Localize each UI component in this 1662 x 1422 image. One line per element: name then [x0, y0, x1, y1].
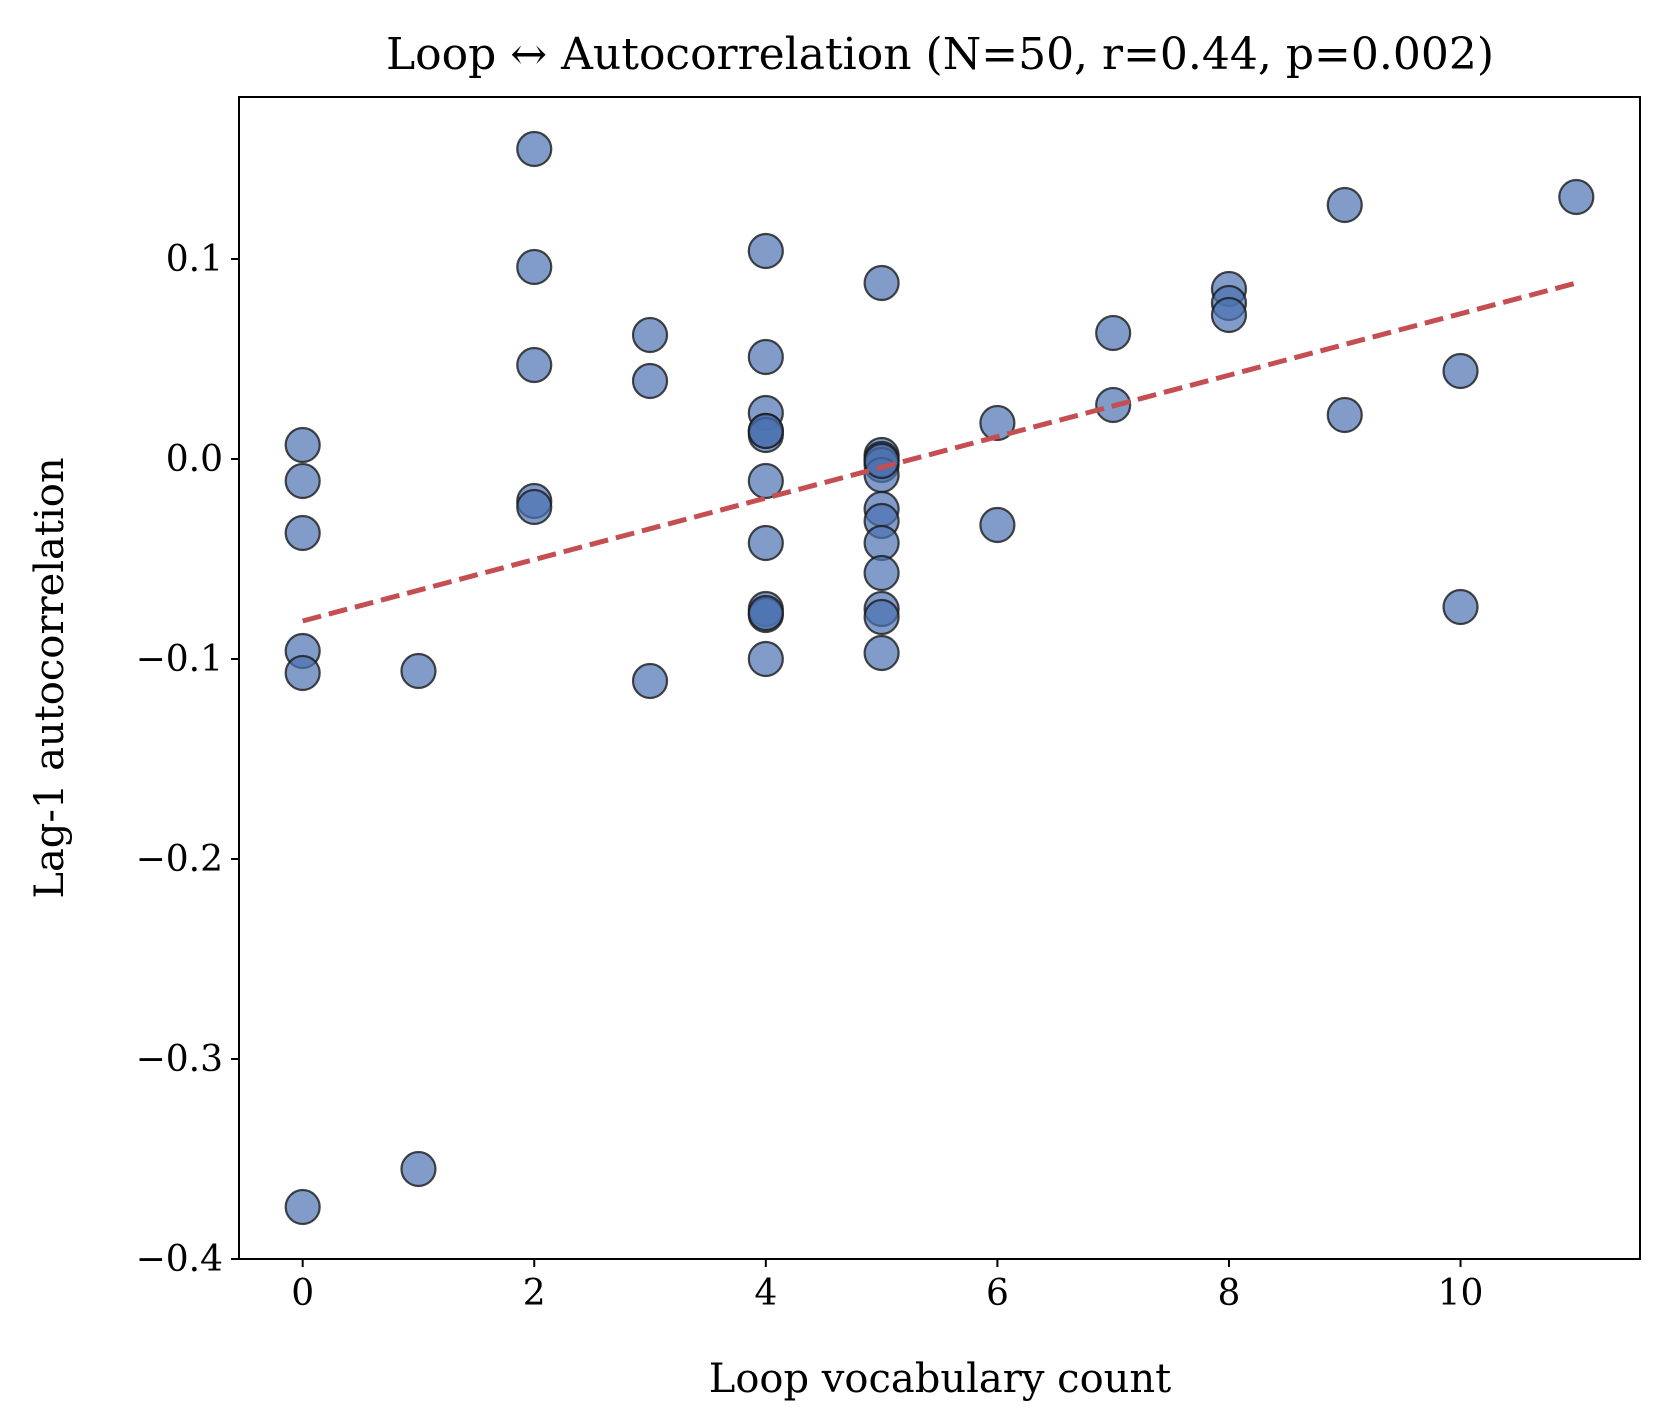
y-tick-label: 0.1: [166, 239, 223, 280]
data-point: [284, 654, 321, 692]
data-point: [284, 426, 321, 464]
data-point: [1442, 352, 1479, 390]
data-point: [1326, 186, 1363, 224]
x-tick-label: 4: [754, 1273, 777, 1314]
data-point: [747, 594, 784, 632]
y-tick-label: −0.3: [136, 1039, 223, 1080]
fit-line-layer: [302, 280, 1577, 624]
data-point: [516, 130, 553, 168]
data-point: [284, 514, 321, 552]
y-tick-label: −0.1: [136, 639, 223, 680]
data-point: [747, 462, 784, 500]
data-point: [1442, 588, 1479, 626]
data-point: [631, 316, 669, 354]
data-point: [631, 662, 669, 700]
data-point: [979, 404, 1016, 442]
x-tick-label: 0: [291, 1273, 314, 1314]
data-point: [1558, 178, 1595, 216]
data-point: [400, 652, 437, 690]
plot-area-frame: [238, 96, 1641, 1260]
y-axis-label: Lag-1 autocorrelation: [27, 457, 73, 898]
x-tick-label: 8: [1218, 1273, 1241, 1314]
data-point: [516, 488, 553, 526]
x-tick-label: 10: [1438, 1273, 1484, 1314]
data-point: [400, 1150, 437, 1188]
data-point: [747, 412, 784, 450]
data-point: [979, 506, 1016, 544]
data-point: [863, 554, 900, 592]
y-axis-ticks: 0.1 0.0 −0.1 −0.2 −0.3 −0.4: [136, 239, 239, 1280]
data-point: [863, 442, 900, 480]
fit-line: [302, 280, 1577, 624]
data-point: [863, 264, 900, 302]
x-tick-label: 6: [986, 1273, 1009, 1314]
x-axis-label: Loop vocabulary count: [709, 1356, 1172, 1402]
data-point: [1095, 314, 1132, 352]
x-axis-ticks: 0 2 4 6 8 10: [291, 1259, 1483, 1314]
data-point: [747, 338, 784, 376]
data-point: [863, 634, 900, 672]
data-point: [863, 598, 900, 636]
data-point: [516, 248, 553, 286]
data-point: [516, 346, 553, 384]
data-point: [747, 232, 784, 270]
y-tick-label: 0.0: [166, 439, 223, 480]
data-point: [1326, 396, 1363, 434]
data-point: [284, 462, 321, 500]
data-point: [631, 362, 669, 400]
chart-title: Loop ↔ Autocorrelation (N=50, r=0.44, p=…: [386, 29, 1494, 80]
x-tick-label: 2: [523, 1273, 546, 1314]
data-point: [1210, 296, 1248, 334]
points-layer: [284, 130, 1595, 1226]
y-tick-label: −0.4: [136, 1239, 223, 1280]
data-point: [747, 524, 784, 562]
data-point: [284, 1188, 321, 1226]
data-point: [747, 640, 784, 678]
y-tick-label: −0.2: [136, 839, 223, 880]
